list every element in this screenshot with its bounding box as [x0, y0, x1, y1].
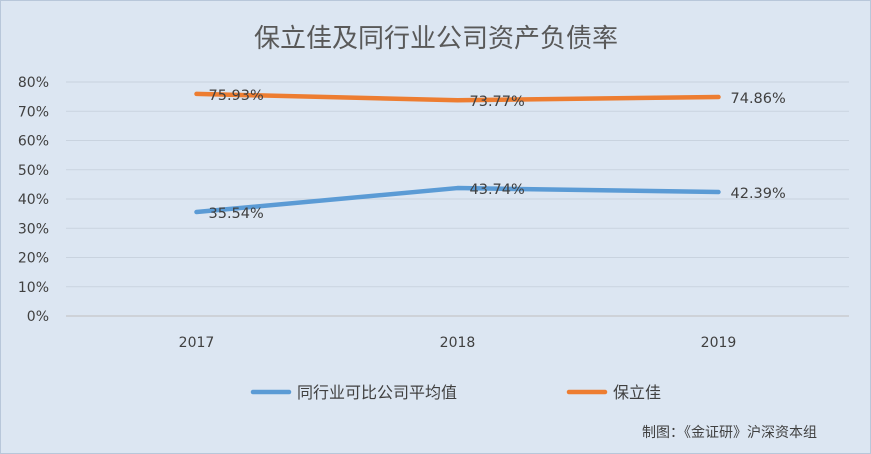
y-tick-label: 40%	[18, 192, 49, 208]
data-label: 42.39%	[731, 186, 786, 202]
data-label: 75.93%	[209, 88, 264, 104]
y-tick-label: 80%	[18, 75, 49, 91]
data-label: 35.54%	[209, 206, 264, 222]
data-label: 73.77%	[470, 94, 525, 110]
y-tick-label: 50%	[18, 163, 49, 179]
chart-title: 保立佳及同行业公司资产负债率	[254, 24, 618, 54]
series-line	[194, 185, 721, 215]
legend: 同行业可比公司平均值 保立佳	[250, 383, 661, 402]
series-lines	[194, 91, 721, 215]
data-label: 43.74%	[470, 182, 525, 198]
series-line	[194, 91, 721, 103]
data-labels: 35.54% 43.74% 42.39% 75.93% 73.77% 74.86%	[209, 88, 786, 222]
gridlines	[66, 81, 849, 317]
source-note: 制图：《金证研》沪深资本组	[642, 425, 817, 441]
x-axis-ticks: 2017 2018 2019	[179, 335, 737, 351]
data-label: 74.86%	[731, 91, 786, 107]
x-tick-label: 2019	[701, 335, 737, 351]
y-tick-label: 70%	[18, 104, 49, 120]
y-tick-label: 20%	[18, 251, 49, 267]
legend-label: 同行业可比公司平均值	[297, 383, 457, 402]
legend-label: 保立佳	[613, 383, 661, 402]
x-tick-label: 2018	[440, 335, 476, 351]
y-tick-label: 30%	[18, 221, 49, 237]
y-axis-ticks: 0% 10% 20% 30% 40% 50% 60% 70% 80%	[18, 75, 49, 325]
y-tick-label: 0%	[27, 309, 49, 325]
x-tick-label: 2017	[179, 335, 215, 351]
y-tick-label: 10%	[18, 280, 49, 296]
y-tick-label: 60%	[18, 134, 49, 150]
